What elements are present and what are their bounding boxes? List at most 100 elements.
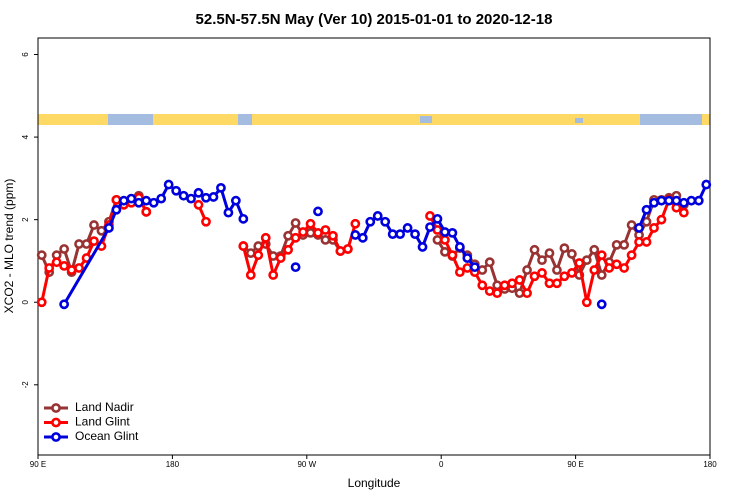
data-point bbox=[477, 265, 488, 275]
data-point bbox=[342, 244, 353, 254]
data-point bbox=[223, 207, 234, 218]
data-point bbox=[74, 263, 84, 273]
data-point bbox=[432, 213, 443, 224]
data-point bbox=[118, 195, 129, 206]
data-point bbox=[552, 278, 562, 289]
data-point bbox=[96, 225, 107, 236]
data-point bbox=[44, 263, 55, 273]
data-point bbox=[305, 227, 316, 238]
data-point bbox=[245, 248, 256, 259]
data-point bbox=[283, 244, 294, 255]
data-point bbox=[596, 299, 607, 310]
data-point bbox=[156, 193, 167, 204]
data-point bbox=[701, 179, 712, 190]
x-tick-label: 90 W bbox=[297, 460, 316, 469]
legend-label: Ocean Glint bbox=[75, 429, 139, 443]
data-point bbox=[678, 207, 689, 218]
x-tick-label: 90 E bbox=[30, 460, 46, 469]
data-point bbox=[36, 297, 47, 308]
x-tick-label: 180 bbox=[166, 460, 180, 469]
data-point bbox=[641, 237, 652, 247]
y-tick-label: 2 bbox=[21, 217, 30, 222]
data-point bbox=[36, 250, 47, 261]
data-point bbox=[111, 204, 122, 215]
data-point bbox=[552, 265, 562, 275]
data-point bbox=[589, 244, 600, 255]
data-point bbox=[447, 227, 458, 238]
data-point bbox=[544, 278, 555, 289]
data-point bbox=[462, 263, 473, 273]
data-point bbox=[59, 261, 70, 271]
x-tick-label: 90 E bbox=[567, 460, 583, 469]
data-point bbox=[133, 197, 144, 208]
data-point bbox=[402, 223, 413, 233]
data-point bbox=[305, 218, 316, 229]
data-point bbox=[454, 267, 465, 277]
data-point bbox=[350, 230, 361, 240]
data-point bbox=[559, 243, 570, 254]
data-point bbox=[290, 232, 301, 243]
data-point bbox=[499, 280, 510, 291]
data-point bbox=[89, 220, 99, 230]
data-point bbox=[514, 275, 525, 285]
data-point bbox=[619, 263, 630, 273]
data-point bbox=[313, 206, 323, 217]
data-point bbox=[320, 225, 331, 235]
series-line bbox=[40, 195, 148, 303]
data-point bbox=[178, 190, 189, 201]
data-point bbox=[649, 223, 659, 233]
data-point bbox=[395, 229, 406, 240]
data-point bbox=[432, 234, 443, 245]
data-point bbox=[678, 197, 689, 208]
data-point bbox=[126, 193, 137, 204]
data-point bbox=[537, 255, 547, 266]
data-point bbox=[201, 216, 211, 227]
data-point bbox=[611, 239, 622, 250]
data-point bbox=[208, 192, 219, 202]
data-point bbox=[656, 214, 667, 225]
data-point bbox=[193, 187, 204, 198]
data-point bbox=[604, 263, 615, 273]
data-point bbox=[89, 236, 99, 247]
data-point bbox=[111, 194, 122, 205]
data-point bbox=[559, 271, 570, 282]
y-tick-label: 4 bbox=[21, 134, 30, 139]
data-point bbox=[81, 239, 92, 249]
data-point bbox=[328, 230, 338, 241]
data-point bbox=[410, 229, 420, 240]
data-point bbox=[253, 250, 264, 261]
data-point bbox=[484, 257, 495, 268]
data-point bbox=[492, 280, 503, 291]
data-point bbox=[290, 218, 301, 228]
data-point bbox=[514, 288, 525, 299]
data-point bbox=[537, 268, 547, 278]
data-point bbox=[320, 234, 331, 245]
data-point bbox=[74, 239, 84, 249]
x-tick-label: 0 bbox=[439, 460, 444, 469]
legend-label: Land Glint bbox=[75, 415, 130, 429]
data-point bbox=[440, 227, 450, 237]
data-point bbox=[148, 197, 159, 208]
data-point bbox=[462, 253, 473, 263]
x-tick-label: 180 bbox=[703, 460, 717, 469]
data-point bbox=[335, 246, 346, 256]
y-tick-label: 6 bbox=[21, 52, 30, 57]
data-point bbox=[66, 265, 77, 275]
data-point bbox=[186, 193, 196, 204]
data-point bbox=[216, 182, 226, 193]
data-point bbox=[626, 250, 637, 261]
data-point bbox=[492, 288, 503, 299]
legend-marker bbox=[51, 403, 61, 413]
data-point bbox=[529, 244, 540, 255]
data-point bbox=[193, 199, 204, 210]
data-point bbox=[574, 258, 585, 268]
data-point bbox=[484, 286, 495, 296]
data-point bbox=[260, 232, 271, 243]
data-point bbox=[59, 244, 70, 254]
data-point bbox=[477, 280, 488, 291]
data-point bbox=[417, 242, 428, 252]
data-point bbox=[365, 216, 376, 227]
legend-label: Land Nadir bbox=[75, 400, 134, 414]
data-point bbox=[141, 206, 152, 217]
